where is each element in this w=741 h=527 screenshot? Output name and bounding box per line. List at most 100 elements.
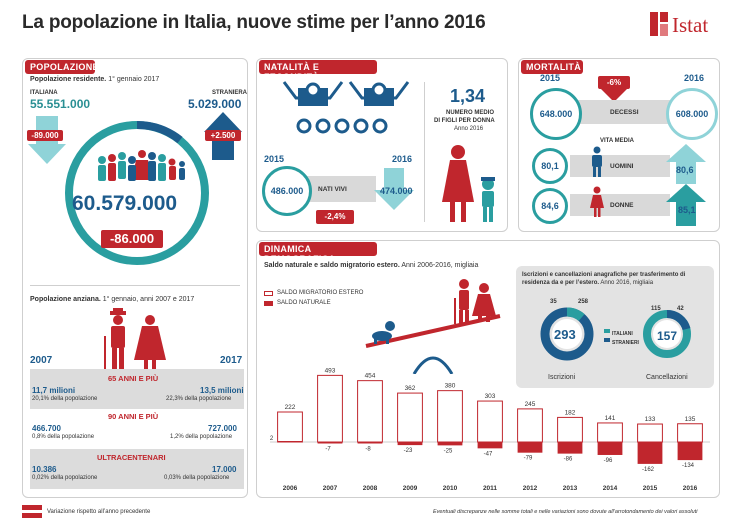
iscrizioni-label: Iscrizioni xyxy=(548,374,576,381)
iscrizioni-title: Iscrizioni e cancellazioni anagrafiche p… xyxy=(522,272,686,286)
label-naturale: -79 xyxy=(524,456,533,462)
label-migratorio: 454 xyxy=(365,373,376,380)
tick-label: 2013 xyxy=(563,485,578,492)
g65-b-pct: 22,3% della popolazione xyxy=(166,396,232,402)
donne-2016-value: 85,1 xyxy=(678,205,696,215)
tick-label: 2010 xyxy=(443,485,458,492)
resident-caption: Popolazione residente. 1° gennaio 2017 xyxy=(30,76,160,83)
natalita-year-a: 2015 xyxy=(264,154,285,164)
bar-naturale xyxy=(557,442,583,454)
g100-a-value: 10.386 xyxy=(32,465,57,474)
bar-naturale xyxy=(397,442,423,446)
g65-label: 65 ANNI E PIÙ xyxy=(108,374,159,383)
mother-child-icon xyxy=(442,145,495,222)
iscrizioni-donuts xyxy=(540,307,691,361)
dinamica-title: DINAMICA DEMOGRAFICA xyxy=(259,242,377,264)
decessi-change-badge: -6% xyxy=(598,76,630,89)
fertility-label2: DI FIGLI PER DONNA xyxy=(434,118,495,124)
legend-nat-label: SALDO NATURALE xyxy=(277,300,331,306)
straniera-value: 5.029.000 xyxy=(188,97,242,111)
decessi-2016-badge: 608.000 xyxy=(666,88,718,140)
label-naturale: -7 xyxy=(325,447,331,453)
bar-migratorio xyxy=(517,408,543,443)
label-migratorio: 141 xyxy=(605,415,616,422)
donne-2015-badge: 84,6 xyxy=(532,188,568,224)
g100-b-pct: 0,03% della popolazione xyxy=(164,475,230,481)
straniera-label: STRANIERA xyxy=(212,90,248,96)
label-naturale: -96 xyxy=(604,458,613,464)
label-migratorio: 222 xyxy=(285,404,296,411)
man-icon xyxy=(592,146,602,177)
babies-icon xyxy=(282,81,410,134)
label-migratorio: 182 xyxy=(565,409,576,416)
bar-naturale xyxy=(277,441,303,442)
nati-down-arrow-icon xyxy=(374,168,414,210)
nati-2016-value: 474.000 xyxy=(380,186,413,196)
natalita-year-b: 2016 xyxy=(392,154,413,164)
g100-a-pct: 0,02% della popolazione xyxy=(32,475,98,481)
variation-legend-icon xyxy=(22,505,42,518)
legend-nat-swatch xyxy=(264,301,273,306)
legend-migr-swatch xyxy=(264,291,273,296)
donne-up-arrow-icon xyxy=(666,184,706,226)
label-migratorio: 362 xyxy=(405,385,416,392)
decessi-2015-badge: 648.000 xyxy=(530,88,582,140)
bar-migratorio xyxy=(437,390,463,443)
g90-a-value: 466.700 xyxy=(32,424,61,433)
g100-label: ULTRACENTENARI xyxy=(97,453,166,462)
label-migratorio: 380 xyxy=(445,383,456,390)
bar-migratorio xyxy=(277,411,303,443)
bar-naturale xyxy=(637,442,663,464)
tick-label: 2014 xyxy=(603,485,618,492)
istat-logo-icon xyxy=(650,12,668,36)
anziana-year-a: 2007 xyxy=(30,355,53,366)
bar-naturale xyxy=(677,442,703,461)
iscrizioni-total: 293 xyxy=(554,327,576,342)
straniera-change-badge: +2.500 xyxy=(205,130,241,141)
tick-label: 2015 xyxy=(643,485,658,492)
tick-label: 2012 xyxy=(523,485,538,492)
anziana-year-b: 2017 xyxy=(220,355,243,366)
tick-label: 2009 xyxy=(403,485,418,492)
mortalita-title: MORTALITÀ xyxy=(521,60,583,74)
bar-migratorio xyxy=(477,400,503,443)
fertility-value: 1,34 xyxy=(450,86,486,106)
tick-label: 2007 xyxy=(323,485,338,492)
decessi-down-arrow-icon xyxy=(600,88,628,102)
baby-icon xyxy=(372,321,395,344)
tick-label: 2011 xyxy=(483,485,497,492)
footer-note: Eventuali discrepanze nelle somme totali… xyxy=(433,509,698,515)
italiana-label: ITALIANA xyxy=(30,90,58,96)
natalita-divider xyxy=(424,82,425,222)
bar-naturale xyxy=(477,442,503,449)
population-ring xyxy=(65,120,209,265)
anziana-caption: Popolazione anziana. 1° gennaio, anni 20… xyxy=(30,296,195,303)
footer-legend: Variazione rispetto all’anno precedente xyxy=(47,509,151,515)
g90-a-pct: 0,8% della popolazione xyxy=(32,434,95,440)
iscrizioni-st: 258 xyxy=(578,299,589,305)
nati-2015-badge: 486.000 xyxy=(262,166,312,216)
nati-change-badge: -2,4% xyxy=(316,210,354,224)
label-migratorio: 135 xyxy=(685,416,696,423)
g65-a-pct: 20,1% della popolazione xyxy=(32,396,98,402)
legend-migr-label: SALDO MIGRATORIO ESTERO xyxy=(277,290,364,296)
iscrizioni-it: 35 xyxy=(550,299,557,305)
italiana-value: 55.551.000 xyxy=(30,97,91,111)
bar-migratorio xyxy=(597,422,623,443)
popolazione-title: POPOLAZIONE xyxy=(25,60,99,74)
italiana-change-badge: -89.000 xyxy=(27,130,63,141)
label-naturale: -25 xyxy=(444,448,453,454)
bar-migratorio xyxy=(637,423,663,443)
g65-b-value: 13,5 milioni xyxy=(200,386,244,395)
tick-label: 2016 xyxy=(683,485,698,492)
label-naturale: -8 xyxy=(365,447,371,453)
cancellazioni-label: Cancellazioni xyxy=(646,374,688,381)
label-migratorio: 493 xyxy=(325,367,336,374)
italiana-down-arrow-icon xyxy=(28,116,66,164)
decessi-bar: DECESSI xyxy=(570,100,670,124)
uomini-up-arrow-icon xyxy=(666,144,706,184)
crowd-icon xyxy=(98,150,185,181)
label-migratorio: 245 xyxy=(525,401,536,408)
bar-naturale xyxy=(317,442,343,444)
